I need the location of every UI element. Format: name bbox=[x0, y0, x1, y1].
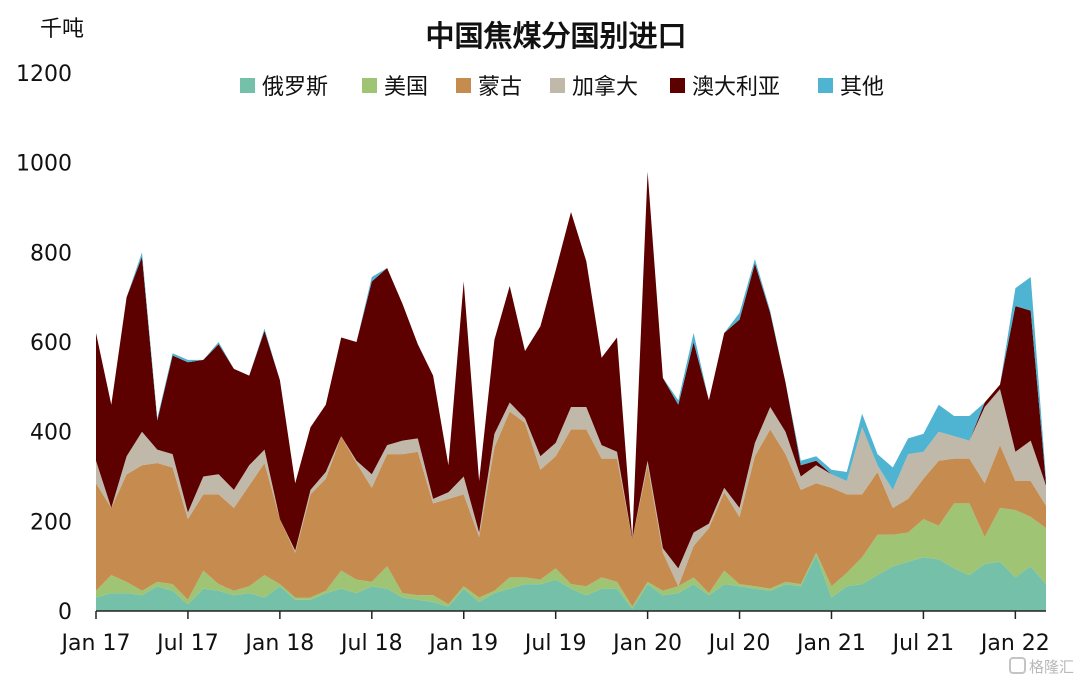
y-ticks: 0 200 400 600 800 1000 1200 bbox=[16, 62, 72, 625]
watermark: 格隆汇 bbox=[1009, 657, 1074, 676]
x-tick-label: Jul 20 bbox=[707, 631, 771, 656]
legend-label-5: 其他 bbox=[840, 75, 884, 100]
x-tick-label: Jan 19 bbox=[427, 631, 498, 656]
x-tick-label: Jan 22 bbox=[979, 631, 1050, 656]
y-tick-label: 0 bbox=[58, 600, 72, 625]
chart-title: 中国焦煤分国别进口 bbox=[425, 19, 686, 53]
area-series-2 bbox=[96, 411, 1046, 607]
area-series-4 bbox=[96, 171, 1046, 569]
legend-swatch-3 bbox=[550, 78, 565, 93]
watermark-logo bbox=[1009, 657, 1026, 674]
legend-swatch-1 bbox=[362, 78, 377, 93]
x-tick-label: Jan 21 bbox=[795, 631, 866, 656]
area-series-0 bbox=[96, 555, 1046, 611]
y-tick-label: 800 bbox=[30, 241, 72, 266]
legend-swatch-4 bbox=[670, 78, 685, 93]
x-tick-label: Jan 20 bbox=[611, 631, 682, 656]
legend-swatch-2 bbox=[456, 78, 471, 93]
stacked-areas bbox=[96, 171, 1046, 611]
area-series-3 bbox=[96, 389, 1046, 587]
y-tick-label: 1000 bbox=[16, 152, 72, 177]
x-tick-label: Jul 21 bbox=[891, 631, 955, 656]
y-tick-label: 600 bbox=[30, 331, 72, 356]
x-tick-label: Jan 17 bbox=[60, 631, 131, 656]
x-ticks: Jan 17 Jul 17 Jan 18 Jul 18 Jan 19 Jul 19 Jan … bbox=[60, 611, 1050, 656]
legend-label-1: 美国 bbox=[384, 75, 428, 100]
legend-swatch-5 bbox=[818, 78, 833, 93]
legend-swatch-0 bbox=[240, 78, 255, 93]
y-axis-label: 千吨 bbox=[40, 17, 84, 42]
legend: 俄罗斯 美国 蒙古 加拿大 澳大利亚 其他 bbox=[240, 74, 884, 100]
legend-label-0: 俄罗斯 bbox=[262, 75, 328, 100]
x-tick-label: Jan 18 bbox=[243, 631, 314, 656]
legend-label-2: 蒙古 bbox=[478, 75, 522, 100]
area-series-1 bbox=[96, 503, 1046, 609]
y-tick-label: 1200 bbox=[16, 62, 72, 87]
watermark-text: 格隆汇 bbox=[1029, 658, 1074, 676]
y-tick-label: 400 bbox=[30, 421, 72, 446]
legend-label-4: 澳大利亚 bbox=[692, 75, 780, 100]
x-tick-label: Jul 18 bbox=[339, 631, 403, 656]
legend-label-3: 加拿大 bbox=[572, 74, 638, 100]
y-tick-label: 200 bbox=[30, 510, 72, 535]
x-tick-label: Jul 17 bbox=[155, 631, 219, 656]
x-tick-label: Jul 19 bbox=[523, 631, 587, 656]
